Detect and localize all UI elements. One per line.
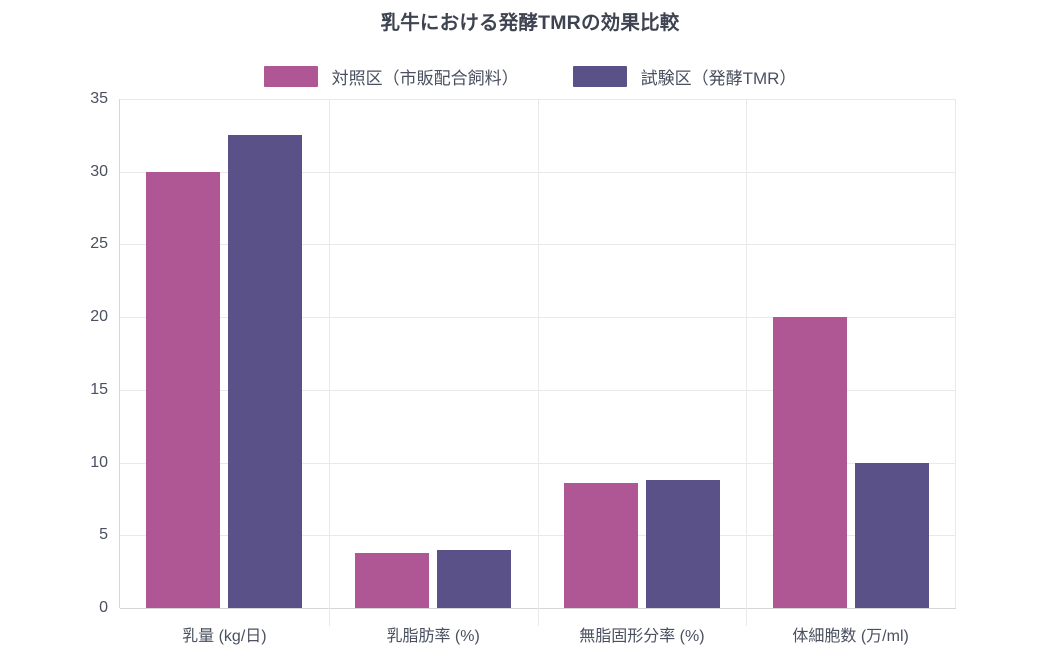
plot-right-edge [955, 99, 956, 608]
bar-control-3[interactable] [772, 317, 847, 608]
x-divider-bottom-2 [746, 608, 748, 626]
bar-control-2[interactable] [563, 482, 638, 608]
x-tick-label-0: 乳量 (kg/日) [182, 628, 267, 645]
bar-test-3[interactable] [854, 462, 929, 608]
x-tick-label-3: 体細胞数 (万/ml) [792, 628, 909, 645]
y-tick-label-5: 5 [99, 526, 108, 544]
y-axis-tick-labels: 0 5 10 15 20 25 30 35 [60, 0, 181, 656]
bar-control-1[interactable] [355, 552, 430, 608]
y-tick-label-35: 35 [90, 90, 108, 107]
bar-test-2[interactable] [645, 480, 720, 608]
group-divider-0 [328, 99, 330, 608]
legend-swatch-test [572, 66, 627, 87]
x-tick-label-2: 無脂固形分率 (%) [579, 628, 705, 645]
x-divider-bottom-0 [328, 608, 330, 626]
y-tick-label-20: 20 [90, 308, 108, 326]
bar-test-1[interactable] [437, 549, 512, 608]
y-tick-label-0: 0 [99, 599, 108, 616]
bar-control-0[interactable] [146, 171, 221, 608]
y-tick-mark-0 [173, 608, 181, 609]
legend-item-control[interactable]: 対照区（市販配合飼料） [263, 64, 519, 89]
plot-area [120, 99, 956, 609]
gridline-35 [120, 99, 955, 100]
group-divider-1 [537, 99, 539, 608]
y-tick-label-15: 15 [90, 380, 108, 398]
legend-swatch-control [263, 66, 318, 87]
y-axis-line [119, 99, 120, 608]
y-tick-label-10: 10 [90, 453, 108, 471]
legend-label-test: 試験区（発酵TMR） [640, 69, 797, 88]
chart-legend: 対照区（市販配合飼料） 試験区（発酵TMR） [0, 64, 1060, 89]
legend-label-control: 対照区（市販配合飼料） [331, 69, 519, 88]
x-tick-label-1: 乳脂肪率 (%) [386, 628, 480, 645]
bar-test-0[interactable] [228, 135, 303, 608]
group-divider-2 [746, 99, 748, 608]
y-tick-label-25: 25 [90, 235, 108, 253]
x-divider-bottom-1 [537, 608, 539, 626]
chart-title: 乳牛における発酵TMRの効果比較 [380, 12, 680, 34]
legend-item-test[interactable]: 試験区（発酵TMR） [572, 64, 797, 89]
y-tick-label-30: 30 [90, 162, 108, 180]
